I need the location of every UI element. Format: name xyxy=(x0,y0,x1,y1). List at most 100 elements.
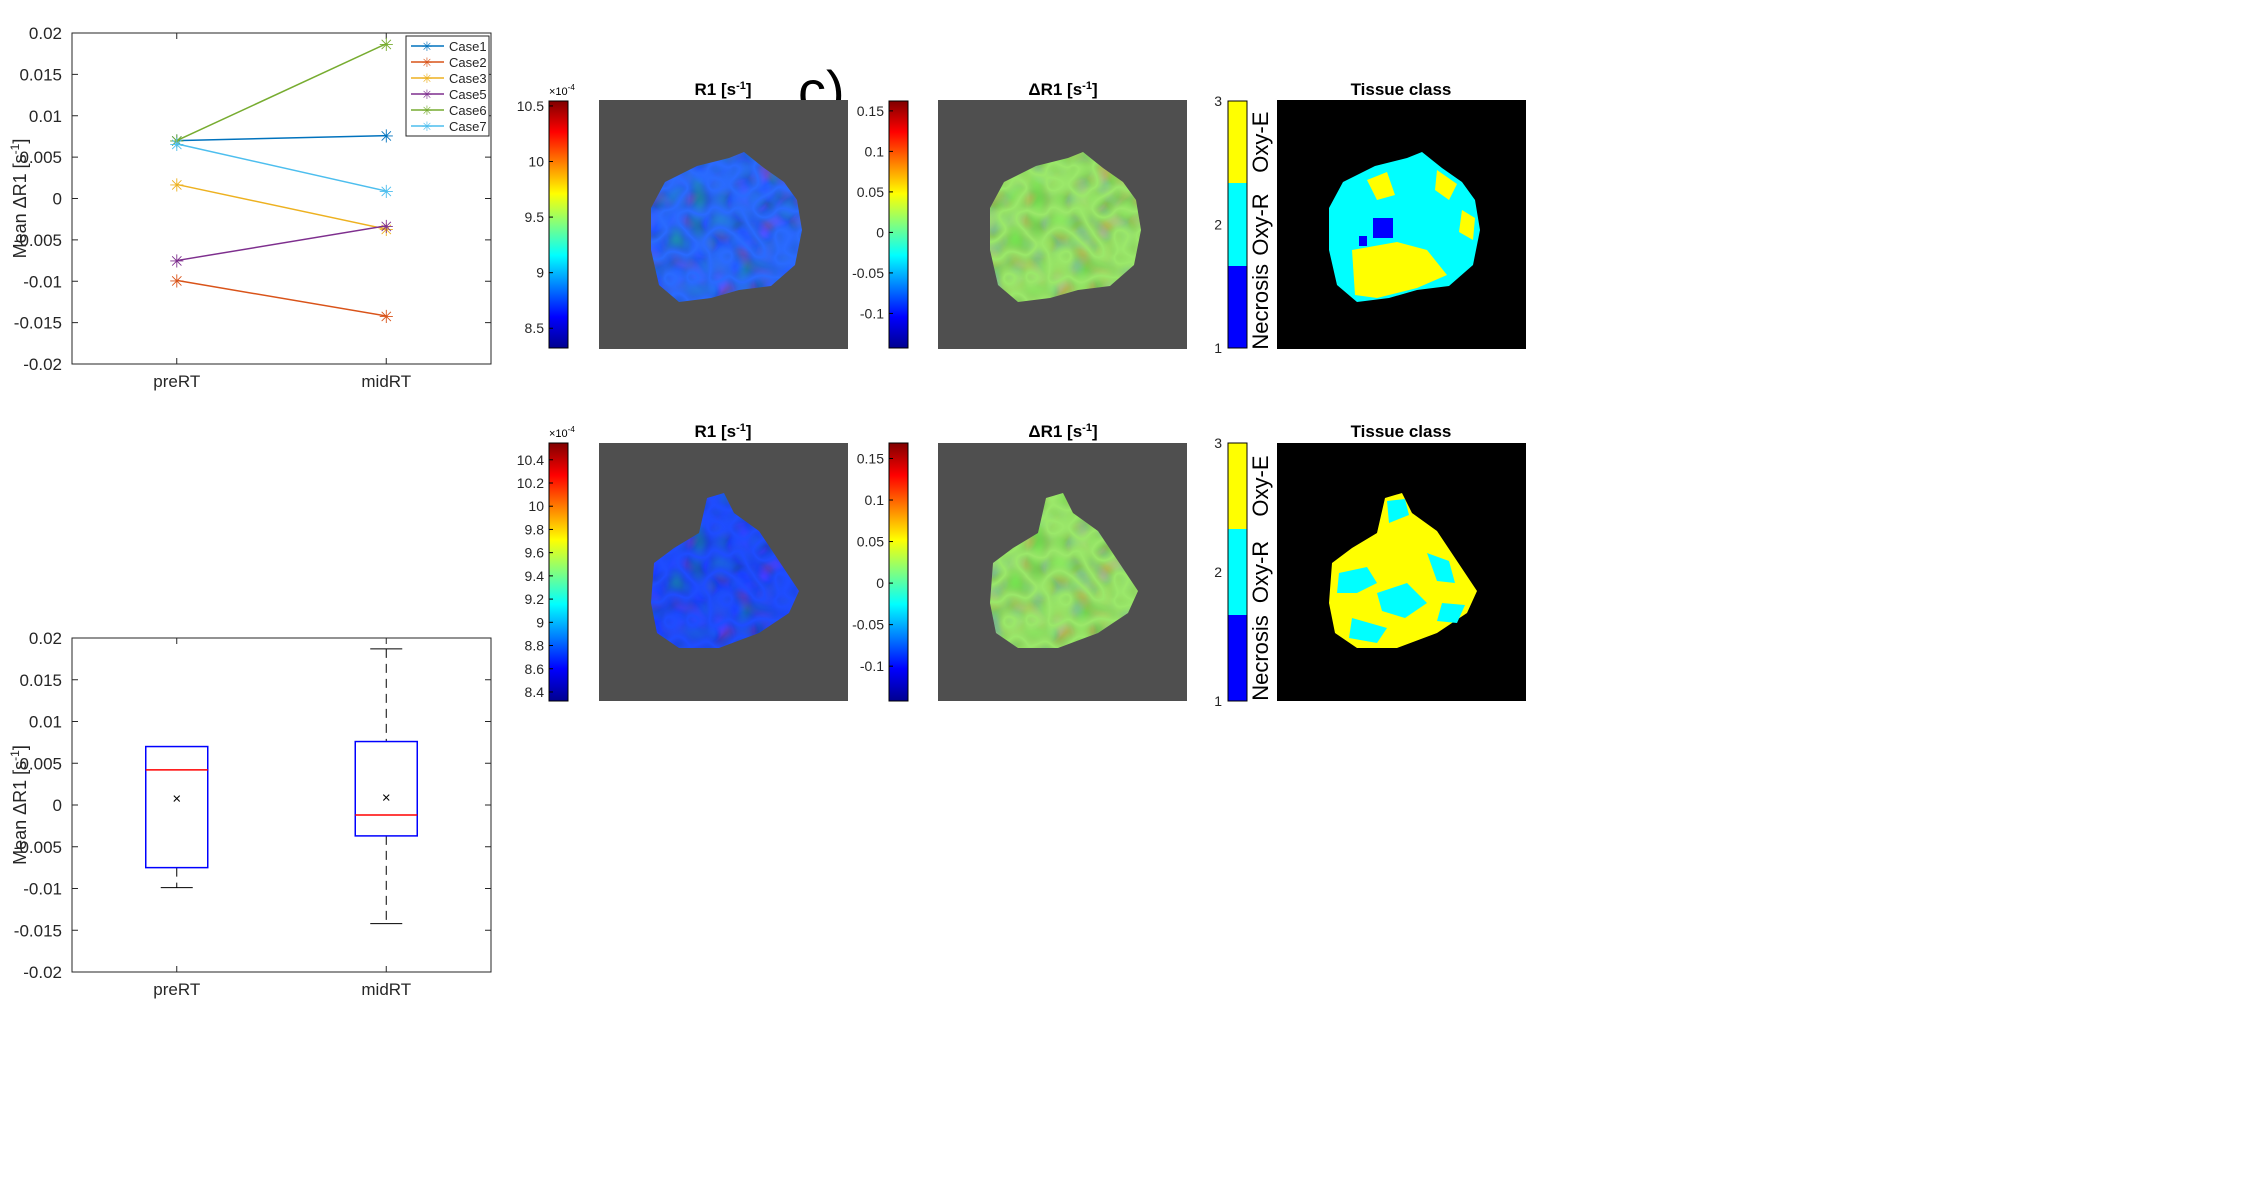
r1-cb-tick-row1: 9.5 xyxy=(525,209,545,225)
legend-label-case7: Case7 xyxy=(449,119,487,134)
dr1-image-row2 xyxy=(938,443,1187,701)
tissue-title-row2: Tissue class xyxy=(1351,422,1452,441)
series-line-case5 xyxy=(176,225,387,262)
dr1-cb-tick-row2: -0.05 xyxy=(852,617,884,633)
y-tick-label: 0.005 xyxy=(19,148,62,167)
y-tick-label: -0.005 xyxy=(14,838,62,857)
y-tick-label: 0.01 xyxy=(29,107,62,126)
dr1-cb-tick-row2: 0 xyxy=(876,575,884,591)
y-tick-label: -0.02 xyxy=(23,355,62,374)
tissue-tick-row2: 1 xyxy=(1214,693,1222,709)
y-tick-label: 0.01 xyxy=(29,713,62,732)
tissue-tick-row2: 3 xyxy=(1214,435,1222,451)
dr1-cb-tick-row2: 0.05 xyxy=(857,534,884,550)
tissue-class-label-row2: Oxy-R xyxy=(1248,541,1273,603)
tissue-tick-row1: 2 xyxy=(1214,217,1222,233)
r1-cb-tick-row2: 8.4 xyxy=(525,684,545,700)
box-midrt: × xyxy=(354,648,418,925)
series-line-case3 xyxy=(176,183,387,230)
iqr-box xyxy=(145,745,209,869)
legend-marker: ✳ xyxy=(422,103,433,118)
series-line-case7 xyxy=(176,143,387,192)
legend-label-case3: Case3 xyxy=(449,71,487,86)
tissue-colorbar-row2 xyxy=(1227,442,1248,702)
r1-cb-tick-row2: 8.8 xyxy=(525,638,545,654)
data-point-case3: ✳ xyxy=(379,220,394,240)
r1-title-row2: R1 [s-1] xyxy=(694,422,751,441)
y-tick-label: 0.02 xyxy=(29,629,62,648)
dr1-cb-tick-row1: -0.05 xyxy=(852,265,884,281)
legend-label-case6: Case6 xyxy=(449,103,487,118)
mean-marker: × xyxy=(382,789,391,806)
y-tick-label: 0.015 xyxy=(19,671,62,690)
data-point-case1: ✳ xyxy=(379,127,394,147)
dr1-title-row2: ΔR1 [s-1] xyxy=(1028,422,1097,441)
r1-colorbar-row1-bar xyxy=(548,100,569,349)
tissue-image-row1 xyxy=(1277,100,1526,349)
y-tick-label: 0 xyxy=(53,190,62,209)
r1-cb-tick-row2: 10 xyxy=(528,498,544,514)
tissue-tick-row1: 1 xyxy=(1214,340,1222,356)
dr1-image-row1 xyxy=(938,100,1187,349)
legend-marker: ✳ xyxy=(422,71,433,86)
y-tick-label: 0.015 xyxy=(19,65,62,84)
y-tick-label: -0.02 xyxy=(23,963,62,982)
data-point-case3: ✳ xyxy=(169,175,184,195)
data-point-case5: ✳ xyxy=(379,217,394,237)
legend-marker: ✳ xyxy=(422,119,433,134)
tissue-class-label-row2: Necrosis xyxy=(1248,615,1273,701)
r1-cb-tick-row2: 9.6 xyxy=(525,545,545,561)
series-line-case2 xyxy=(176,279,387,317)
dr1-cb-tick-row2: 0.15 xyxy=(857,450,884,466)
r1-image-row2 xyxy=(599,443,848,701)
r1-cb-tick-row1: 9 xyxy=(536,265,544,281)
r1-cb-tick-row2: 10.2 xyxy=(517,475,544,491)
data-point-case2: ✳ xyxy=(379,307,394,327)
r1-cb-tick-row2: 9 xyxy=(536,614,544,630)
tissue-tick-row2: 2 xyxy=(1214,564,1222,580)
r1-exponent-row1-text: ×10-4 xyxy=(549,83,575,98)
r1-title-row1-text: R1 [s-1] xyxy=(694,80,751,99)
plot-area xyxy=(71,637,492,973)
y-tick-label: 0.02 xyxy=(29,24,62,43)
data-point-case1: ✳ xyxy=(169,132,184,152)
r1-cb-tick-row1: 10.5 xyxy=(517,98,544,114)
dr1-cb-tick-row2: 0.1 xyxy=(865,492,885,508)
data-point-case7: ✳ xyxy=(169,135,184,155)
r1-colorbar-row2 xyxy=(548,442,569,702)
data-point-case5: ✳ xyxy=(169,252,184,272)
chart-b: 0.02 0.015 0.01 0.005 0 -0.005 -0.01 -0.015 -0.0… xyxy=(8,629,492,999)
tissue-tick-row1: 3 xyxy=(1214,93,1222,109)
legend-marker: ✳ xyxy=(422,87,433,102)
dr1-cb-tick-row2: -0.1 xyxy=(860,658,884,674)
r1-cb-tick-row1: 8.5 xyxy=(525,320,545,336)
legend-label-case1: Case1 xyxy=(449,39,487,54)
iqr-box xyxy=(354,740,418,837)
tissue-title-row1: Tissue class xyxy=(1351,80,1452,99)
legend: ✳ Case1 ✳ Case2 ✳ Case3 ✳ Case5 ✳ Case6 ✳ Case7 xyxy=(405,35,490,137)
y-tick-label: -0.015 xyxy=(14,921,62,940)
tissue-class-label-row1: Necrosis xyxy=(1248,264,1273,350)
r1-image-row1 xyxy=(599,100,848,349)
box-prert: × xyxy=(145,745,209,889)
tissue-class-label-row2: Oxy-E xyxy=(1248,455,1273,516)
y-axis-label: Mean ΔR1 [s-1] xyxy=(8,139,30,259)
tissue-colorbar-row1 xyxy=(1227,100,1248,349)
dr1-colorbar-row1 xyxy=(888,100,909,349)
mean-marker: × xyxy=(172,790,181,807)
x-tick-label: midRT xyxy=(361,980,411,999)
dr1-cb-tick-row1: 0.1 xyxy=(865,143,885,159)
legend-label-case5: Case5 xyxy=(449,87,487,102)
dr1-title-row1: ΔR1 [s-1] xyxy=(1028,80,1097,99)
dr1-colorbar-row2 xyxy=(888,442,909,702)
x-tick-label: preRT xyxy=(153,372,200,391)
y-tick-label: 0 xyxy=(53,796,62,815)
data-point-case2: ✳ xyxy=(169,271,184,291)
y-tick-label: -0.015 xyxy=(14,314,62,333)
dr1-cb-tick-row1: 0 xyxy=(876,224,884,240)
dr1-cb-tick-row1: 0.15 xyxy=(857,103,884,119)
r1-cb-tick-row2: 9.8 xyxy=(525,521,545,537)
y-tick-label: -0.01 xyxy=(23,272,62,291)
legend-label-case2: Case2 xyxy=(449,55,487,70)
tissue-class-label-row1: Oxy-R xyxy=(1248,193,1273,255)
